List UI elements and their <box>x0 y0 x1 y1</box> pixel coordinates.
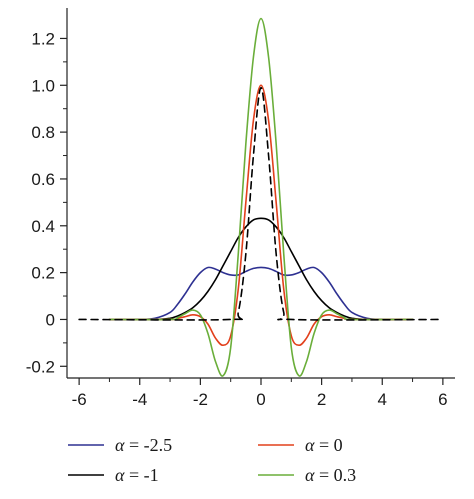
chart-axes: -0.2 0 0.2 0.4 0.6 0.8 1.0 1.2 -6 -4 -2 0 2 4 6 <box>26 8 455 409</box>
y-tick-label: 1.2 <box>31 29 55 48</box>
chart-legend: α = -2.5 α = 0 α = -1 α = 0.3 <box>68 435 356 485</box>
chart-series-layer <box>78 17 444 377</box>
legend-label: α = -2.5 <box>115 435 172 455</box>
x-tick-label: 4 <box>378 390 387 409</box>
y-tick-label: 0.2 <box>31 264 55 283</box>
series-line-1 <box>108 217 414 321</box>
y-tick-label: -0.2 <box>26 357 55 376</box>
legend-label: α = 0 <box>305 435 343 455</box>
legend-label: α = -1 <box>115 465 159 485</box>
x-tick-label: 2 <box>317 390 326 409</box>
y-tick-label: 0.6 <box>31 170 55 189</box>
series-line-0 <box>108 266 414 321</box>
series-line-2 <box>108 84 414 347</box>
legend-label: α = 0.3 <box>305 465 356 485</box>
x-tick-label: 6 <box>438 390 447 409</box>
y-tick-label: 0.8 <box>31 123 55 142</box>
y-tick-label: 1.0 <box>31 76 55 95</box>
series-line-dashed-reference <box>78 86 444 321</box>
x-tick-label: 0 <box>256 390 265 409</box>
x-tick-label: -2 <box>193 390 208 409</box>
x-tick-label: -4 <box>132 390 147 409</box>
y-tick-label: 0.4 <box>31 217 55 236</box>
series-line-3 <box>108 17 414 377</box>
y-tick-label: 0 <box>46 310 55 329</box>
x-tick-label: -6 <box>72 390 87 409</box>
